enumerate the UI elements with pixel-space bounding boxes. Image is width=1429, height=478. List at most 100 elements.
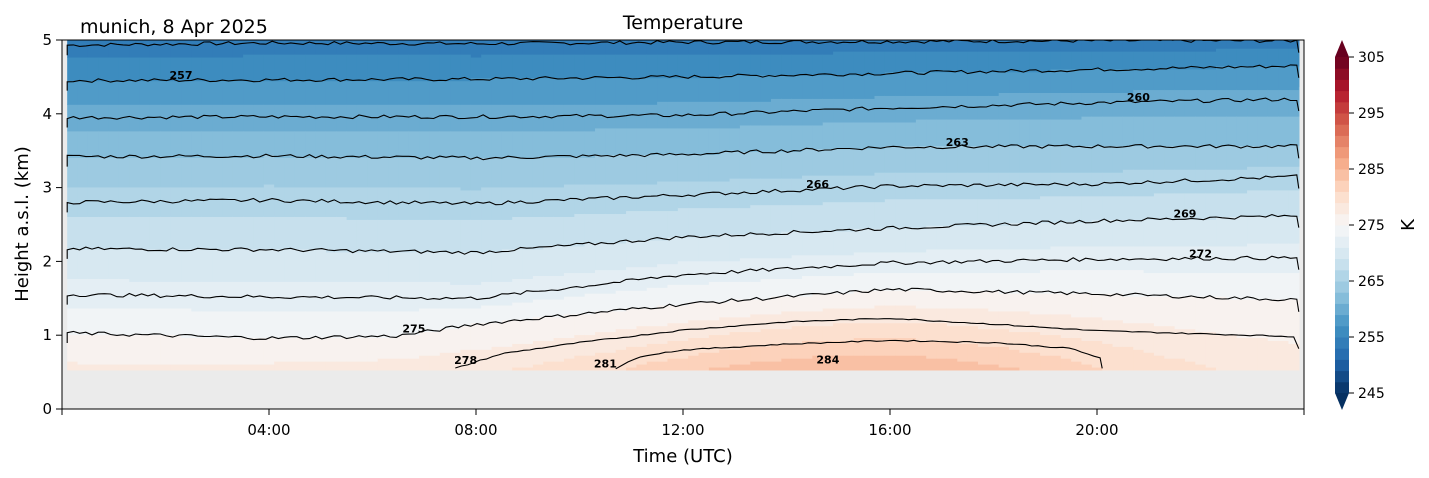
field-cell xyxy=(833,355,845,371)
field-cell xyxy=(1019,310,1031,333)
field-cell xyxy=(315,337,327,362)
field-cell xyxy=(367,219,379,253)
field-cell xyxy=(874,290,886,306)
field-cell xyxy=(315,157,327,188)
field-cell xyxy=(812,148,824,176)
field-cell xyxy=(822,121,834,150)
field-cell xyxy=(864,121,876,150)
chart-title: Temperature xyxy=(622,12,743,34)
field-cell xyxy=(325,54,337,82)
field-cell xyxy=(1247,40,1259,49)
field-cell xyxy=(915,322,927,341)
field-cell xyxy=(760,346,772,362)
field-cell xyxy=(522,301,534,321)
field-cell xyxy=(532,248,544,277)
field-cell xyxy=(1174,358,1186,371)
field-cell xyxy=(470,251,482,285)
field-cell xyxy=(957,95,969,120)
field-cell xyxy=(977,272,989,291)
field-cell xyxy=(450,40,462,55)
field-cell xyxy=(356,54,368,82)
field-cell xyxy=(1288,48,1300,67)
field-cell xyxy=(936,340,948,359)
colorbar-tick-label: 285 xyxy=(1358,162,1385,178)
field-cell xyxy=(1102,172,1114,197)
field-cell xyxy=(160,130,172,158)
field-cell xyxy=(212,104,224,132)
field-cell xyxy=(1143,169,1155,197)
field-cell xyxy=(181,216,192,250)
field-cell xyxy=(1226,48,1238,67)
field-cell xyxy=(160,56,172,82)
field-cell xyxy=(1009,172,1020,200)
field-cell xyxy=(149,248,161,282)
field-cell xyxy=(595,54,606,79)
field-cell xyxy=(998,225,1010,250)
field-cell xyxy=(626,77,638,105)
field-cell xyxy=(315,54,327,82)
field-cell xyxy=(957,248,969,274)
field-cell xyxy=(553,316,565,339)
field-cell xyxy=(1298,242,1300,274)
field-cell xyxy=(688,40,700,55)
field-cell xyxy=(739,234,751,259)
field-cell xyxy=(884,290,896,306)
field-cell xyxy=(191,56,203,82)
field-cell xyxy=(843,293,855,309)
field-cell xyxy=(833,74,845,99)
field-cell xyxy=(1164,358,1176,371)
field-cell xyxy=(657,180,669,212)
field-cell xyxy=(377,157,389,188)
field-cell xyxy=(1102,116,1114,147)
field-cell xyxy=(522,186,534,217)
field-cell xyxy=(770,178,782,206)
field-cell xyxy=(1257,272,1269,300)
field-cell xyxy=(181,56,192,82)
field-cell xyxy=(284,216,296,250)
field-cell xyxy=(946,172,958,200)
field-cell xyxy=(688,77,700,102)
field-cell xyxy=(460,104,472,132)
field-cell xyxy=(833,121,845,150)
field-cell xyxy=(1164,296,1176,327)
field-cell xyxy=(512,366,524,371)
contour-label: 275 xyxy=(402,323,425,336)
field-cell xyxy=(1184,272,1196,297)
field-cell xyxy=(977,328,989,347)
field-cell xyxy=(1195,363,1207,371)
field-cell xyxy=(915,95,927,120)
field-cell xyxy=(698,127,710,155)
field-cell xyxy=(563,104,575,132)
field-cell xyxy=(802,254,813,277)
field-cell xyxy=(294,130,306,158)
field-cell xyxy=(232,248,244,282)
field-cell xyxy=(108,40,120,58)
field-cell xyxy=(905,251,917,274)
field-cell xyxy=(481,157,493,188)
field-cell xyxy=(729,316,741,333)
field-cell xyxy=(336,130,348,158)
field-cell xyxy=(243,157,255,188)
field-cell xyxy=(243,216,255,250)
x-tick-label: 04:00 xyxy=(247,421,290,439)
field-cell xyxy=(356,361,368,371)
field-cell xyxy=(729,40,741,55)
field-cell xyxy=(791,98,803,126)
field-cell xyxy=(201,157,213,188)
field-cell xyxy=(284,54,296,82)
field-cell xyxy=(812,124,824,150)
field-cell xyxy=(367,130,379,158)
field-cell xyxy=(201,56,213,82)
field-cell xyxy=(822,325,834,341)
field-cell xyxy=(1112,293,1124,321)
field-cell xyxy=(636,77,648,105)
field-cell xyxy=(1019,293,1031,312)
field-cell xyxy=(450,251,462,285)
field-cell xyxy=(563,245,575,274)
field-cell xyxy=(419,355,431,371)
field-cell xyxy=(1019,222,1031,250)
field-cell xyxy=(1009,272,1020,294)
colorbar-segment xyxy=(1335,247,1349,260)
field-cell xyxy=(874,355,886,371)
field-cell xyxy=(325,216,337,253)
